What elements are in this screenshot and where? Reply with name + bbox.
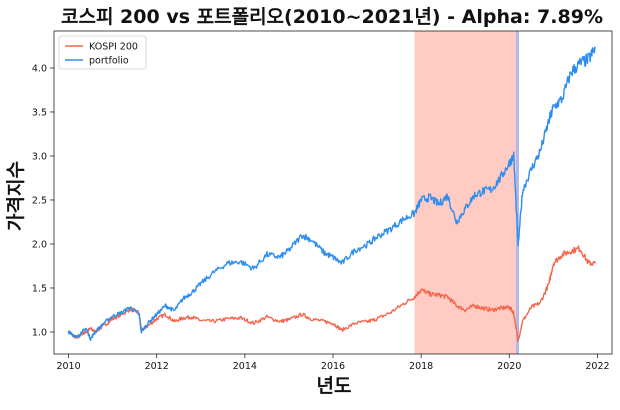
y-tick-label: 4.0 [32,63,47,74]
y-axis-title: 가격지수 [5,161,27,231]
y-tick-label: 1.0 [32,327,47,338]
y-tick-label: 3.0 [32,151,47,162]
x-tick-label: 2020 [497,361,521,372]
legend: KOSPI 200 portfolio [58,35,147,70]
shaded-regions [414,31,519,354]
y-tick-label: 1.5 [32,283,47,294]
x-tick-label: 2010 [56,361,80,372]
series-line-kospi-200 [67,245,596,343]
series-line-portfolio [67,46,596,342]
y-axis-ticks: 1.0 1.5 2.0 2.5 3.0 3.5 4.0 [32,63,54,338]
plot-area-frame [53,30,613,355]
x-axis-title: 년도 [317,375,352,397]
y-tick-label: 3.5 [32,107,47,118]
x-tick-label: 2022 [585,361,609,372]
y-tick-label: 2.5 [32,195,47,206]
y-tick-label: 2.0 [32,239,47,250]
legend-label: portfolio [89,56,129,67]
x-tick-label: 2012 [145,361,169,372]
shaded-region-0 [414,31,516,354]
shaded-region-1 [515,31,519,354]
x-tick-label: 2018 [409,361,433,372]
legend-label: KOSPI 200 [89,42,138,53]
chart-title: 코스피 200 vs 포트폴리오(2010~2021년) - Alpha: 7.… [61,6,603,28]
x-axis-ticks: 2010 2012 2014 2016 2018 2020 2022 [56,354,610,372]
x-tick-label: 2016 [321,361,345,372]
series-lines [67,46,596,343]
x-tick-label: 2014 [233,361,257,372]
